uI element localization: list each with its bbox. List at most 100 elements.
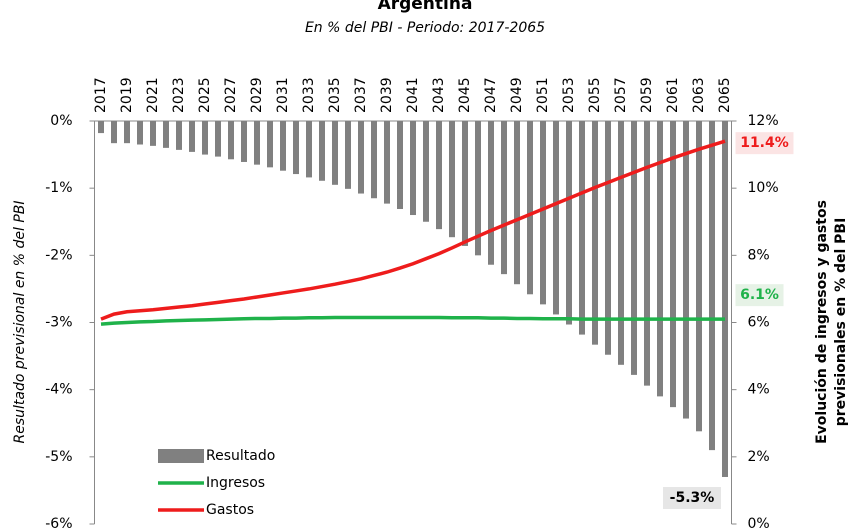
bar	[722, 121, 728, 477]
bar	[397, 121, 403, 209]
y2-tick-label: 8%	[748, 247, 770, 263]
x-tick-label: 2037	[353, 77, 369, 113]
y2-axis-title: previsionales en % del PBI	[833, 218, 849, 427]
bar	[345, 121, 351, 189]
bar	[267, 121, 273, 168]
y-tick-label: -6%	[45, 516, 72, 532]
x-tick-label: 2049	[509, 77, 525, 113]
data-label-bg	[663, 487, 721, 509]
bar	[618, 121, 624, 365]
bar	[657, 121, 663, 397]
x-tick-label: 2039	[379, 77, 395, 113]
data-label-bg	[735, 132, 794, 155]
x-tick-label: 2017	[93, 77, 109, 113]
bar	[579, 121, 585, 335]
bar	[163, 121, 169, 148]
bar	[98, 121, 104, 134]
bar	[696, 121, 702, 432]
bar	[306, 121, 312, 178]
bar	[501, 121, 507, 275]
bar	[137, 121, 143, 145]
bar	[293, 121, 299, 175]
chart-subtitle: En % del PBI - Periodo: 2017-2065	[305, 20, 545, 36]
x-tick-label: 2065	[717, 77, 733, 113]
y2-tick-label: 0%	[748, 516, 770, 532]
y2-tick-label: 4%	[748, 382, 770, 398]
bar	[254, 121, 260, 165]
bar	[644, 121, 650, 386]
y2-axis-title: Evolución de ingresos y gastos	[814, 200, 830, 444]
bar	[449, 121, 455, 238]
x-tick-label: 2051	[535, 77, 551, 113]
x-tick-label: 2061	[665, 77, 681, 113]
x-tick-label: 2035	[327, 77, 343, 113]
y-tick-label: -2%	[45, 247, 72, 263]
bar	[540, 121, 546, 305]
x-tick-label: 2055	[587, 77, 603, 113]
x-tick-label: 2047	[483, 77, 499, 113]
x-tick-label: 2057	[613, 77, 629, 113]
legend-swatch	[158, 449, 204, 463]
bar	[683, 121, 689, 419]
y-axis-title: Resultado previsional en % del PBI	[12, 200, 28, 443]
bar	[592, 121, 598, 345]
legend-label: Resultado	[206, 448, 275, 464]
data-label: -5.3%	[670, 490, 715, 506]
y2-tick-label: 6%	[748, 315, 770, 331]
line	[100, 315, 725, 326]
bar	[280, 121, 286, 171]
legend-label: Gastos	[206, 502, 254, 518]
bar	[228, 121, 234, 160]
bar	[111, 121, 117, 144]
bar	[553, 121, 559, 315]
bar	[436, 121, 442, 230]
bar	[566, 121, 572, 325]
data-label-bg	[735, 284, 784, 307]
bar	[215, 121, 221, 157]
y-tick-label: 0%	[50, 113, 72, 129]
bar	[202, 121, 208, 155]
bar	[176, 121, 182, 150]
y-tick-label: -3%	[45, 315, 72, 331]
bar	[332, 121, 338, 185]
bar	[709, 121, 715, 451]
x-tick-label: 2063	[691, 77, 707, 113]
x-tick-label: 2029	[249, 77, 265, 113]
bar	[371, 121, 377, 199]
bar	[410, 121, 416, 216]
y2-tick-label: 2%	[748, 449, 770, 465]
y-tick-label: -4%	[45, 382, 72, 398]
bar	[514, 121, 520, 285]
x-tick-label: 2021	[145, 77, 161, 113]
bar	[670, 121, 676, 408]
bar	[150, 121, 156, 146]
legend-label: Ingresos	[206, 475, 265, 491]
x-tick-label: 2041	[405, 77, 421, 113]
x-tick-label: 2043	[431, 77, 447, 113]
x-tick-label: 2045	[457, 77, 473, 113]
y-tick-label: -1%	[45, 180, 72, 196]
bar	[631, 121, 637, 375]
bar	[462, 121, 468, 246]
x-tick-label: 2053	[561, 77, 577, 113]
bar	[189, 121, 195, 152]
x-tick-label: 2033	[301, 77, 317, 113]
bar	[488, 121, 494, 265]
bar	[319, 121, 325, 181]
x-tick-label: 2023	[171, 77, 187, 113]
bar	[423, 121, 429, 222]
data-label: 6.1%	[740, 287, 779, 303]
bar	[358, 121, 364, 194]
bar	[527, 121, 533, 295]
bar	[241, 121, 247, 162]
bar	[605, 121, 611, 355]
bar	[475, 121, 481, 256]
chart-title: Argentina	[378, 0, 473, 14]
y2-tick-label: 12%	[748, 113, 779, 129]
line	[100, 139, 726, 321]
bar	[384, 121, 390, 204]
x-tick-label: 2019	[119, 77, 135, 113]
data-label: 11.4%	[740, 135, 789, 151]
x-tick-label: 2027	[223, 77, 239, 113]
